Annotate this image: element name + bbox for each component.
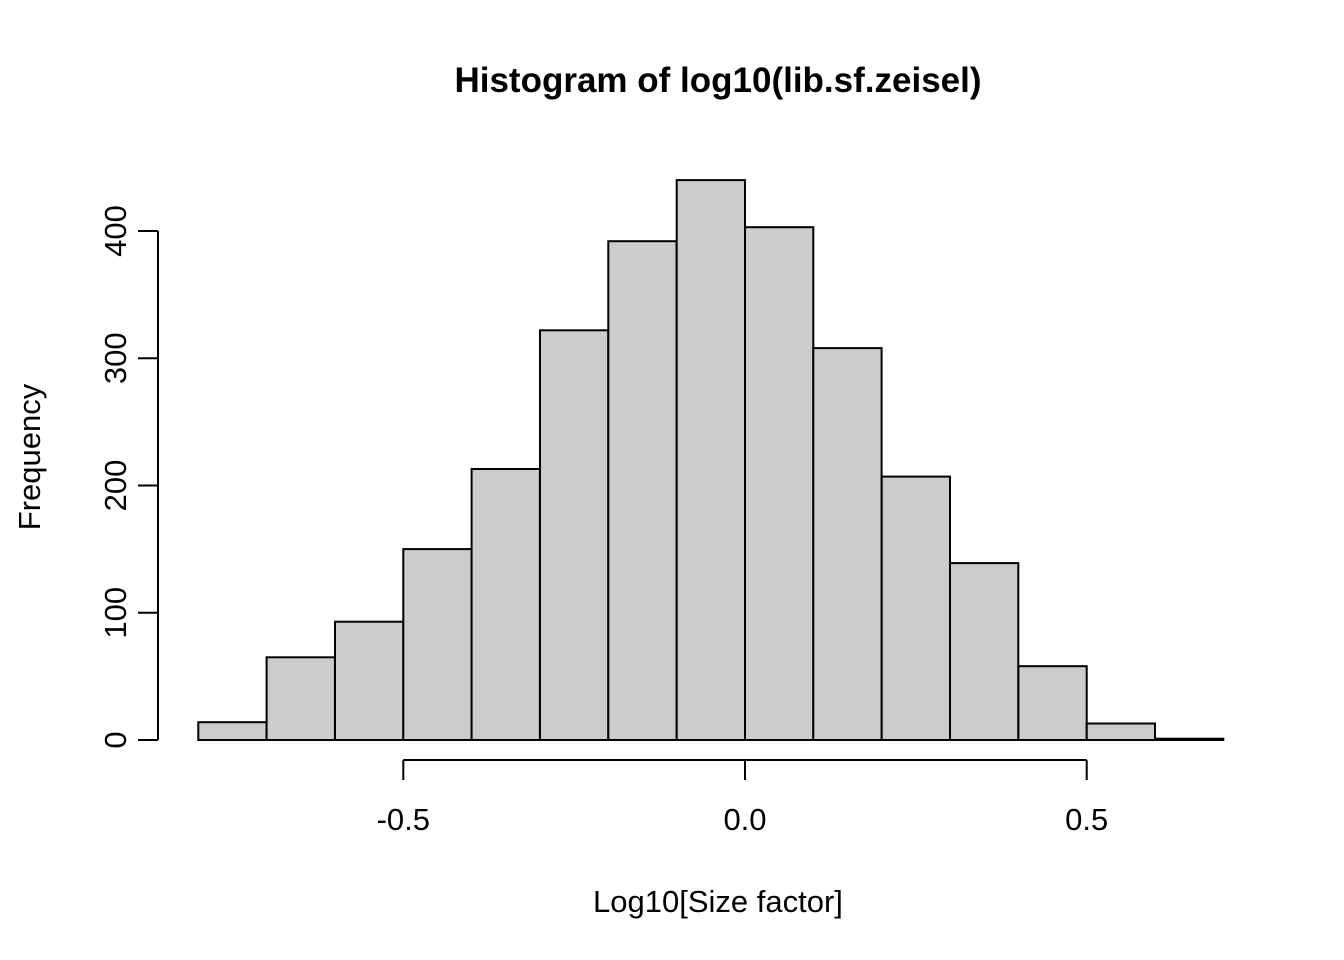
histogram-bar bbox=[539, 329, 610, 741]
y-tick-label: 200 bbox=[98, 460, 133, 512]
histogram-bar bbox=[1017, 665, 1088, 742]
x-tick-label: -0.5 bbox=[377, 802, 430, 837]
y-tick-label: 0 bbox=[98, 731, 133, 748]
y-tick-label: 300 bbox=[98, 332, 133, 384]
histogram-bar bbox=[402, 548, 473, 741]
x-tick-label: 0.0 bbox=[723, 802, 766, 837]
histogram-bar bbox=[675, 179, 747, 742]
histogram-bar bbox=[265, 656, 336, 741]
histogram-bar bbox=[334, 620, 405, 742]
chart-title: Histogram of log10(lib.sf.zeisel) bbox=[454, 61, 981, 100]
histogram-bar bbox=[949, 562, 1020, 741]
histogram-bar bbox=[1085, 722, 1156, 741]
histogram-bar bbox=[880, 475, 952, 741]
histogram-bar bbox=[744, 226, 815, 741]
y-axis-label: Frequency bbox=[12, 383, 47, 530]
histogram-bar bbox=[197, 721, 268, 742]
histogram-bar bbox=[1154, 737, 1225, 742]
axes-layer: -0.5 0.0 0.5 0 100 200 300 400 bbox=[98, 205, 1108, 837]
bars-layer bbox=[197, 179, 1225, 742]
y-tick-label: 100 bbox=[98, 587, 133, 639]
histogram-bar bbox=[607, 240, 678, 741]
y-tick-label: 400 bbox=[98, 205, 133, 257]
x-tick-label: 0.5 bbox=[1065, 802, 1108, 837]
histogram-bar bbox=[812, 347, 883, 741]
histogram-bar bbox=[470, 468, 541, 741]
x-axis-label: Log10[Size factor] bbox=[593, 884, 843, 919]
